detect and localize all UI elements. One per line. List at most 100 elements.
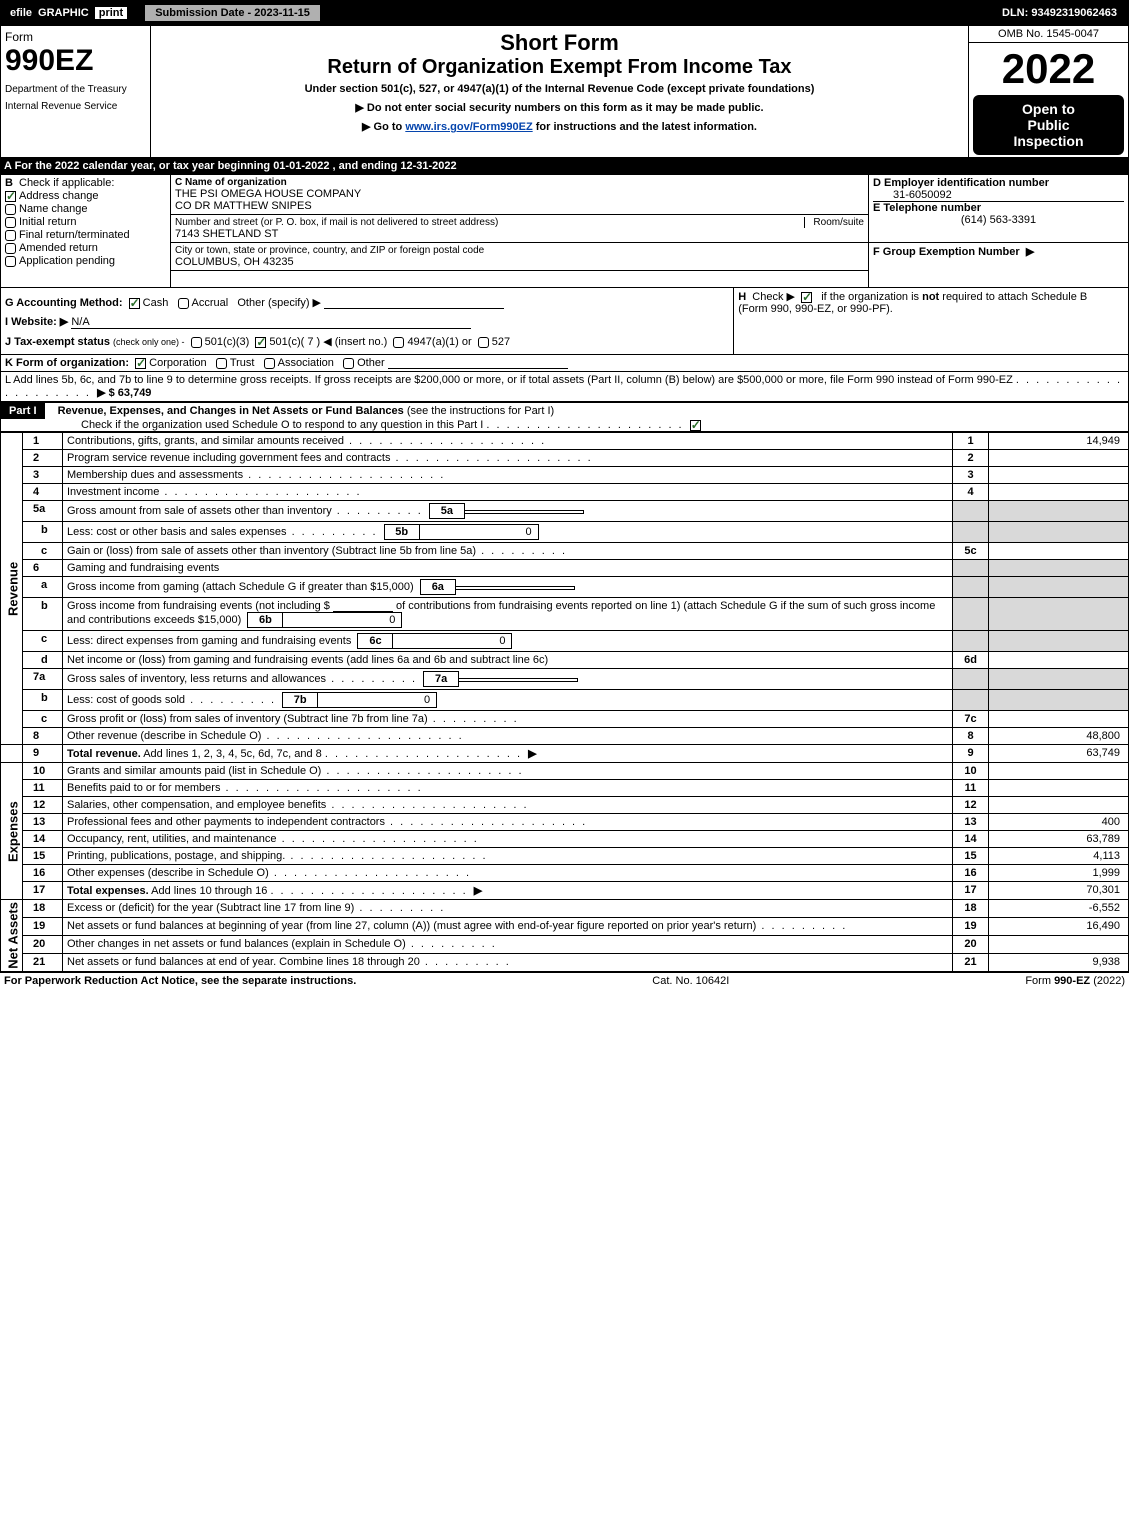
l9-arrow: ▶ — [528, 748, 536, 760]
l7a-desc: Gross sales of inventory, less returns a… — [63, 669, 953, 690]
l5a-text: Gross amount from sale of assets other t… — [67, 505, 332, 517]
checkbox-application-pending[interactable] — [5, 256, 16, 267]
line-l-text: L Add lines 5b, 6c, and 7b to line 9 to … — [5, 374, 1013, 386]
l18-box: 18 — [953, 900, 989, 918]
part1-lines-table: Revenue 1 Contributions, gifts, grants, … — [0, 432, 1129, 972]
line-l-value: ▶ $ 63,749 — [97, 387, 151, 399]
l9-val: 63,749 — [989, 745, 1129, 763]
checkbox-h[interactable] — [801, 292, 812, 303]
dots — [220, 782, 422, 794]
goto-prefix: ▶ Go to — [362, 121, 405, 133]
checkbox-527[interactable] — [478, 337, 489, 348]
l16-val: 1,999 — [989, 865, 1129, 882]
open-line1: Open to — [977, 101, 1120, 117]
opt-application-pending: Application pending — [19, 255, 115, 267]
l13-val: 400 — [989, 814, 1129, 831]
l2-num: 2 — [23, 450, 63, 467]
l6c-midbox: 6c — [357, 633, 393, 649]
opt-corp: Corporation — [149, 357, 206, 369]
l12-text: Salaries, other compensation, and employ… — [67, 799, 326, 811]
print-button[interactable]: print — [95, 7, 127, 19]
footer-right-post: (2022) — [1093, 975, 1125, 987]
open-to-public-box: Open to Public Inspection — [973, 95, 1124, 155]
l6b-num: b — [23, 598, 63, 631]
l17-text2: Add lines 10 through 16 — [151, 885, 267, 897]
checkbox-name-change[interactable] — [5, 204, 16, 215]
l9-num: 9 — [23, 745, 63, 763]
l17-arrow: ▶ — [474, 885, 482, 897]
under-section-text: Under section 501(c), 527, or 4947(a)(1)… — [155, 83, 964, 95]
l8-desc: Other revenue (describe in Schedule O) — [63, 728, 953, 745]
org-info-table: BCheck if applicable: Address change Nam… — [0, 174, 1129, 288]
revenue-bottom-spacer — [1, 745, 23, 763]
l3-val — [989, 467, 1129, 484]
l7b-num: b — [23, 690, 63, 711]
checkbox-initial-return[interactable] — [5, 217, 16, 228]
goto-link[interactable]: www.irs.gov/Form990EZ — [405, 121, 532, 133]
l7b-desc: Less: cost of goods sold 7b0 — [63, 690, 953, 711]
checkbox-final-return[interactable] — [5, 230, 16, 241]
l6a-midbox: 6a — [420, 579, 456, 595]
checkbox-accrual[interactable] — [178, 298, 189, 309]
l6a-num: a — [23, 577, 63, 598]
checkbox-k-other[interactable] — [343, 358, 354, 369]
footer-right-pre: Form — [1025, 975, 1054, 987]
dots — [269, 867, 471, 879]
dots — [428, 713, 519, 725]
l10-box: 10 — [953, 763, 989, 780]
l6b-blank[interactable] — [333, 600, 393, 612]
ein-value: 31-6050092 — [873, 189, 1124, 201]
checkbox-trust[interactable] — [216, 358, 227, 369]
dept-treasury: Department of the Treasury — [5, 84, 146, 95]
checkbox-4947a1[interactable] — [393, 337, 404, 348]
l5b-greybox — [953, 522, 989, 543]
l17-val: 70,301 — [989, 882, 1129, 900]
opt-assoc: Association — [278, 357, 334, 369]
checkbox-501c[interactable] — [255, 337, 266, 348]
box-h-text4: (Form 990, 990-EZ, or 990-PF). — [738, 303, 893, 315]
l7c-desc: Gross profit or (loss) from sales of inv… — [63, 711, 953, 728]
l12-val — [989, 797, 1129, 814]
goto-suffix: for instructions and the latest informat… — [536, 121, 757, 133]
box-e-label: E Telephone number — [873, 202, 1124, 214]
l6b-greybox — [953, 598, 989, 631]
l18-text: Excess or (deficit) for the year (Subtra… — [67, 902, 354, 914]
l12-num: 12 — [23, 797, 63, 814]
l18-desc: Excess or (deficit) for the year (Subtra… — [63, 900, 953, 918]
l19-box: 19 — [953, 917, 989, 935]
city-value: COLUMBUS, OH 43235 — [175, 256, 864, 268]
footer-cat-no: Cat. No. 10642I — [652, 975, 729, 987]
form-number-cell: Form 990EZ Department of the Treasury In… — [1, 26, 151, 158]
box-d-label: D Employer identification number — [873, 177, 1124, 189]
l3-text: Membership dues and assessments — [67, 469, 243, 481]
checkbox-amended-return[interactable] — [5, 243, 16, 254]
box-h-text2: if the organization is — [821, 291, 922, 303]
l13-box: 13 — [953, 814, 989, 831]
checkbox-cash[interactable] — [129, 298, 140, 309]
checkbox-assoc[interactable] — [264, 358, 275, 369]
l19-text: Net assets or fund balances at beginning… — [67, 920, 756, 932]
checkbox-address-change[interactable] — [5, 191, 16, 202]
l5a-greyval — [989, 501, 1129, 522]
box-h-not: not — [922, 291, 939, 303]
graphic-label: GRAPHIC — [38, 7, 89, 19]
checkbox-501c3[interactable] — [191, 337, 202, 348]
l13-num: 13 — [23, 814, 63, 831]
l11-box: 11 — [953, 780, 989, 797]
l16-desc: Other expenses (describe in Schedule O) — [63, 865, 953, 882]
tax-year: 2022 — [973, 45, 1124, 93]
form-header-table: Form 990EZ Department of the Treasury In… — [0, 26, 1129, 158]
l-row-table: L Add lines 5b, 6c, and 7b to line 9 to … — [0, 372, 1129, 402]
other-specify-input[interactable] — [324, 297, 504, 309]
l16-box: 16 — [953, 865, 989, 882]
checkbox-part1-scho[interactable] — [690, 420, 701, 431]
l5a-desc: Gross amount from sale of assets other t… — [63, 501, 953, 522]
l6b-midbox: 6b — [247, 612, 283, 628]
l10-num: 10 — [23, 763, 63, 780]
g-h-table: G Accounting Method: Cash Accrual Other … — [0, 288, 1129, 355]
k-other-input[interactable] — [388, 357, 568, 369]
l6c-num: c — [23, 631, 63, 652]
l13-text: Professional fees and other payments to … — [67, 816, 385, 828]
checkbox-corp[interactable] — [135, 358, 146, 369]
l5c-val — [989, 543, 1129, 560]
